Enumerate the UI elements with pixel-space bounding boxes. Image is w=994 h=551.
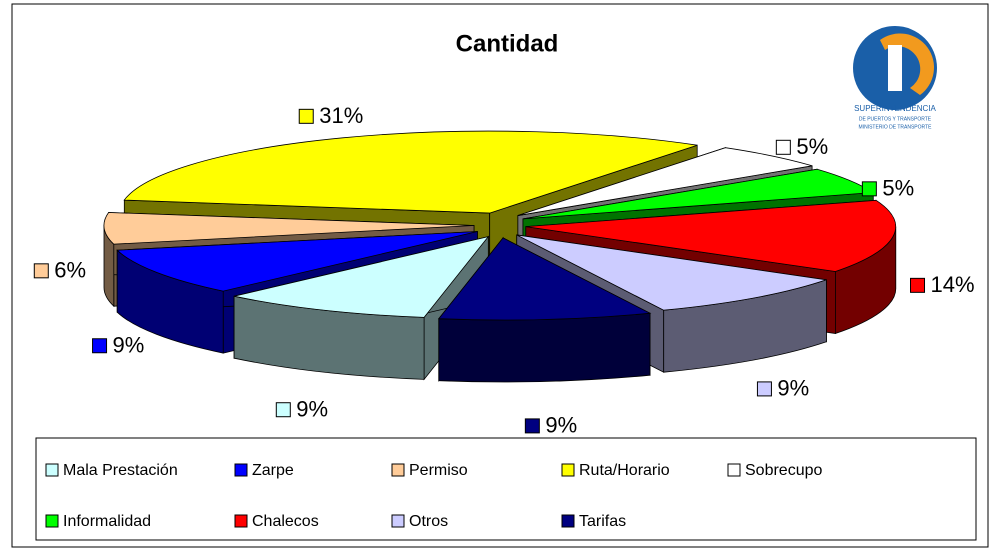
slice-top xyxy=(103,212,475,245)
legend-label: Mala Prestación xyxy=(63,462,178,479)
data-label: 9% xyxy=(545,413,577,438)
legend-swatch xyxy=(234,514,248,528)
data-label: 9% xyxy=(113,333,145,358)
legend-swatch xyxy=(727,463,741,477)
legend-label: Otros xyxy=(409,513,448,530)
legend-label: Sobrecupo xyxy=(745,462,822,479)
logo-bar xyxy=(888,45,902,91)
slice-top xyxy=(525,199,897,272)
label-swatch xyxy=(92,338,108,354)
logo-text: DE PUERTOS Y TRANSPORTE xyxy=(859,116,932,122)
label-swatch xyxy=(861,181,877,197)
legend-swatch xyxy=(561,463,575,477)
data-label: 6% xyxy=(54,258,86,283)
label-swatch xyxy=(298,108,314,124)
legend-swatch xyxy=(45,514,59,528)
data-label: 5% xyxy=(882,176,914,201)
slice-top xyxy=(516,234,827,311)
legend-swatch xyxy=(45,463,59,477)
data-label: 9% xyxy=(296,397,328,422)
chart-title: Cantidad xyxy=(456,30,559,57)
slice xyxy=(233,235,490,381)
pie xyxy=(103,130,897,383)
legend-swatch xyxy=(391,463,405,477)
legend-label: Chalecos xyxy=(252,513,319,530)
logo-text: SUPERINTENDENCIA xyxy=(854,104,936,113)
legend-swatch xyxy=(561,514,575,528)
data-label: 9% xyxy=(777,376,809,401)
logo-text: MINISTERIO DE TRANSPORTE xyxy=(859,124,933,130)
label-swatch xyxy=(275,402,291,418)
slice-top xyxy=(517,147,813,216)
label-swatch xyxy=(524,418,540,434)
slice-top xyxy=(123,130,698,214)
legend-label: Informalidad xyxy=(63,513,151,530)
data-label: 5% xyxy=(796,134,828,159)
legend-swatch xyxy=(391,514,405,528)
logo: SUPERINTENDENCIA DE PUERTOS Y TRANSPORTE… xyxy=(853,26,937,130)
label-swatch xyxy=(33,263,49,279)
data-label: 14% xyxy=(931,272,975,297)
legend-label: Zarpe xyxy=(252,462,294,479)
logo-arc xyxy=(880,33,935,95)
label-swatch xyxy=(756,381,772,397)
label-swatch xyxy=(775,139,791,155)
label-swatch xyxy=(910,277,926,293)
slice-top xyxy=(234,235,490,318)
legend-label: Permiso xyxy=(409,462,468,479)
legend-label: Tarifas xyxy=(579,513,626,530)
slice-wall xyxy=(438,312,651,383)
legend-label: Ruta/Horario xyxy=(579,462,670,479)
slice xyxy=(437,236,652,383)
data-label: 31% xyxy=(319,103,363,128)
slice-top xyxy=(116,231,478,292)
legend-box xyxy=(35,437,977,541)
slice-top xyxy=(437,237,652,321)
legend-swatch xyxy=(234,463,248,477)
